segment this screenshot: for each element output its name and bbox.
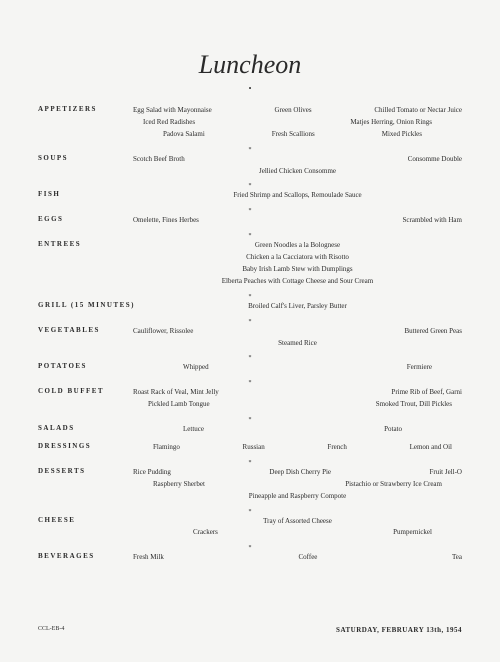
entrees-item: Green Noodles a la Bolognese — [133, 240, 462, 252]
appetizers-item: Matjes Herring, Onion Rings — [350, 117, 432, 129]
coldbuffet-item: Roast Rack of Veal, Mint Jelly — [133, 387, 219, 399]
desserts-item: Pistachio or Strawberry Ice Cream — [345, 479, 442, 491]
footer-date: SATURDAY, FEBRUARY 13th, 1954 — [336, 626, 462, 634]
section-vegetables: VEGETABLES Cauliflower, Rissolee Buttere… — [38, 326, 462, 350]
separator: * — [38, 509, 462, 515]
appetizers-item: Chilled Tomato or Nectar Juice — [374, 105, 462, 117]
fish-label: FISH — [38, 190, 60, 198]
appetizers-label: APPETIZERS — [38, 105, 97, 113]
section-grill: GRILL (15 Minutes) Broiled Calf's Liver,… — [38, 301, 462, 313]
separator: * — [38, 380, 462, 386]
potatoes-item: Fermiere — [407, 362, 432, 374]
potatoes-item: Whipped — [183, 362, 209, 374]
salads-item: Lettuce — [183, 424, 204, 436]
beverages-label: BEVERAGES — [38, 552, 95, 560]
fish-item: Fried Shrimp and Scallops, Remoulade Sau… — [133, 190, 462, 202]
section-entrees: ENTREES Green Noodles a la Bolognese Chi… — [38, 240, 462, 288]
separator: * — [38, 208, 462, 214]
desserts-item: Pineapple and Raspberry Compote — [133, 491, 462, 503]
section-appetizers: APPETIZERS Egg Salad with Mayonnaise Gre… — [38, 105, 462, 141]
separator: * — [38, 417, 462, 423]
cheese-item: Tray of Assorted Cheese — [133, 516, 462, 528]
desserts-item: Fruit Jell-O — [430, 467, 462, 479]
entrees-item: Elberta Peaches with Cottage Cheese and … — [133, 276, 462, 288]
entrees-item: Chicken a la Cacciatora with Risotto — [133, 252, 462, 264]
grill-item: Broiled Calf's Liver, Parsley Butter — [133, 301, 462, 313]
cheese-item: Crackers — [193, 527, 218, 539]
separator: * — [38, 294, 462, 300]
entrees-label: ENTREES — [38, 240, 81, 248]
soups-label: SOUPS — [38, 154, 68, 162]
desserts-item: Rice Pudding — [133, 467, 171, 479]
footer-code: CCL-EB-4 — [38, 626, 64, 634]
dressings-item: Lemon and Oil — [410, 442, 452, 454]
soups-item: Jellied Chicken Consomme — [133, 166, 462, 178]
section-salads: SALADS Lettuce Potato — [38, 424, 462, 436]
appetizers-item: Iced Red Radishes — [143, 117, 195, 129]
desserts-label: DESSERTS — [38, 467, 86, 475]
dressings-item: Russian — [243, 442, 265, 454]
appetizers-item: Mixed Pickles — [382, 129, 422, 141]
dressings-item: French — [327, 442, 346, 454]
appetizers-item: Green Olives — [274, 105, 311, 117]
appetizers-item: Fresh Scallions — [272, 129, 315, 141]
grill-label: GRILL (15 Minutes) — [38, 301, 135, 309]
dressings-label: DRESSINGS — [38, 442, 91, 450]
appetizers-item: Padova Salami — [163, 129, 205, 141]
soups-item: Scotch Beef Broth — [133, 154, 185, 166]
section-fish: FISH Fried Shrimp and Scallops, Remoulad… — [38, 190, 462, 202]
footer: CCL-EB-4 SATURDAY, FEBRUARY 13th, 1954 — [38, 626, 462, 634]
beverages-item: Tea — [452, 552, 462, 564]
soups-item: Consomme Double — [408, 154, 462, 166]
coldbuffet-item: Prime Rib of Beef, Garni — [391, 387, 462, 399]
separator: * — [38, 233, 462, 239]
dressings-item: Flamingo — [153, 442, 180, 454]
section-potatoes: POTATOES Whipped Fermiere — [38, 362, 462, 374]
menu-title: Luncheon — [38, 50, 462, 80]
section-desserts: DESSERTS Rice Pudding Deep Dish Cherry P… — [38, 467, 462, 503]
coldbuffet-item: Pickled Lamb Tongue — [148, 399, 210, 411]
desserts-item: Deep Dish Cherry Pie — [269, 467, 331, 479]
separator: * — [38, 319, 462, 325]
coldbuffet-item: Smoked Trout, Dill Pickles — [376, 399, 452, 411]
separator: * — [38, 183, 462, 189]
separator: * — [38, 355, 462, 361]
eggs-item: Scrambled with Ham — [403, 215, 463, 227]
vegetables-item: Cauliflower, Rissolee — [133, 326, 193, 338]
cheese-label: CHEESE — [38, 516, 75, 524]
cheese-item: Pumpernickel — [393, 527, 432, 539]
section-dressings: DRESSINGS Flamingo Russian French Lemon … — [38, 442, 462, 454]
salads-item: Potato — [384, 424, 402, 436]
appetizers-item: Egg Salad with Mayonnaise — [133, 105, 212, 117]
section-coldbuffet: COLD BUFFET Roast Rack of Veal, Mint Jel… — [38, 387, 462, 411]
section-soups: SOUPS Scotch Beef Broth Consomme Double … — [38, 154, 462, 178]
potatoes-label: POTATOES — [38, 362, 87, 370]
vegetables-item: Buttered Green Peas — [404, 326, 462, 338]
coldbuffet-label: COLD BUFFET — [38, 387, 104, 395]
separator: * — [38, 460, 462, 466]
salads-label: SALADS — [38, 424, 75, 432]
desserts-item: Raspberry Sherbet — [153, 479, 205, 491]
vegetables-item: Steamed Rice — [133, 338, 462, 350]
separator: * — [38, 147, 462, 153]
title-bullet: • — [38, 84, 462, 93]
separator: * — [38, 545, 462, 551]
entrees-item: Baby Irish Lamb Stew with Dumplings — [133, 264, 462, 276]
eggs-item: Omelette, Fines Herbes — [133, 215, 199, 227]
eggs-label: EGGS — [38, 215, 63, 223]
beverages-item: Fresh Milk — [133, 552, 164, 564]
section-cheese: CHEESE Tray of Assorted Cheese Crackers … — [38, 516, 462, 540]
section-beverages: BEVERAGES Fresh Milk Coffee Tea — [38, 552, 462, 564]
vegetables-label: VEGETABLES — [38, 326, 100, 334]
section-eggs: EGGS Omelette, Fines Herbes Scrambled wi… — [38, 215, 462, 227]
beverages-item: Coffee — [298, 552, 317, 564]
